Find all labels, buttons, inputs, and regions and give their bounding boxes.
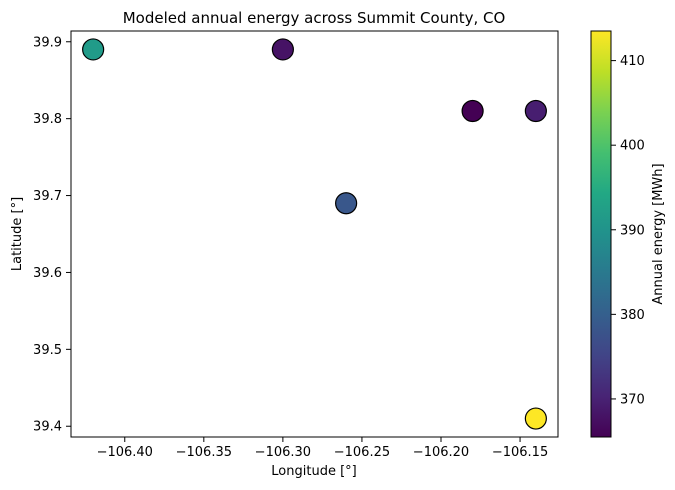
- colorbar-ticks: 370 380 390 400 410: [611, 54, 645, 407]
- x-tick-label: −106.40: [97, 445, 153, 460]
- y-tick-label: 39.7: [33, 189, 62, 204]
- data-points: [82, 38, 547, 430]
- plot-area: [70, 30, 559, 438]
- x-tick-label: −106.35: [176, 445, 232, 460]
- colorbar-tick-label: 410: [620, 54, 645, 69]
- data-point: [82, 38, 105, 61]
- y-tick-label: 39.8: [33, 112, 62, 127]
- chart-title: Modeled annual energy across Summit Coun…: [123, 9, 506, 27]
- y-tick-label: 39.6: [33, 266, 62, 281]
- y-tick-label: 39.9: [33, 35, 62, 50]
- x-tick-label: −106.15: [492, 445, 548, 460]
- colorbar-label: Annual energy [MWh]: [651, 163, 666, 304]
- x-tick-label: −106.20: [413, 445, 469, 460]
- data-point: [524, 407, 547, 430]
- colorbar-tick-label: 370: [620, 392, 645, 407]
- colorbar-tick-label: 380: [620, 308, 645, 323]
- colorbar: [590, 30, 612, 438]
- colorbar-tick-label: 390: [620, 223, 645, 238]
- x-tick-label: −106.30: [255, 445, 311, 460]
- y-axis-label: Latitude [°]: [10, 197, 25, 271]
- colorbar-tick-label: 400: [620, 139, 645, 154]
- data-point: [335, 192, 358, 215]
- data-point: [461, 99, 484, 123]
- data-point: [271, 38, 294, 61]
- y-tick-label: 39.4: [33, 420, 62, 435]
- x-axis-label: Longitude [°]: [271, 464, 356, 479]
- data-point: [524, 99, 547, 123]
- y-axis-ticks: 39.4 39.5 39.6 39.7 39.8 39.9: [33, 35, 71, 435]
- y-tick-label: 39.5: [33, 343, 62, 358]
- x-axis-ticks: −106.40 −106.35 −106.30 −106.25 −106.20 −106.…: [97, 437, 548, 460]
- x-tick-label: −106.25: [334, 445, 390, 460]
